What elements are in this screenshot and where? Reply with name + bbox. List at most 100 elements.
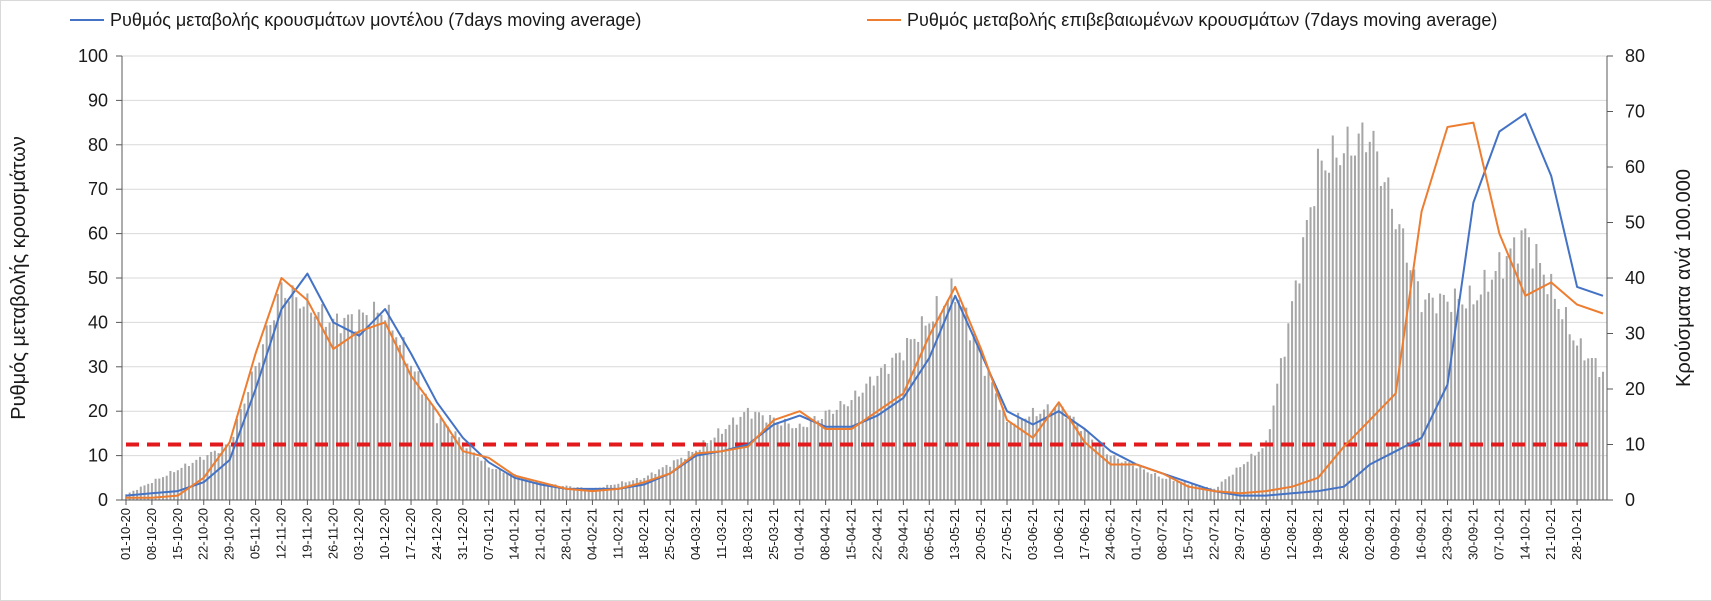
bar (1113, 455, 1116, 500)
bar (502, 472, 505, 500)
right-tick-label: 70 (1625, 102, 1645, 122)
bar (1054, 407, 1057, 500)
bar (757, 412, 761, 500)
bar (957, 299, 960, 500)
bar (746, 407, 749, 500)
bar (484, 460, 487, 500)
bar (1279, 358, 1282, 500)
bar (1513, 237, 1516, 500)
x-tick-label: 21-01-21 (533, 508, 548, 560)
x-tick-label: 15-07-21 (1180, 508, 1195, 560)
bar (1424, 299, 1427, 500)
left-tick-label: 100 (78, 46, 108, 66)
bar (1009, 422, 1012, 500)
bar (1231, 474, 1234, 500)
x-tick-label: 11-02-21 (610, 508, 625, 559)
bar (184, 463, 187, 500)
bar (1542, 274, 1545, 500)
bar (524, 477, 527, 500)
left-axis-title: Ρυθμός μεταβολής κρουσμάτων (8, 136, 30, 420)
bar (1202, 487, 1205, 500)
bar (1527, 237, 1530, 500)
bar (702, 440, 705, 500)
bar (206, 455, 209, 500)
bar (306, 293, 309, 500)
bar (1013, 423, 1016, 500)
bar (850, 400, 853, 500)
bar (643, 477, 646, 500)
bar (1224, 479, 1227, 500)
bar (447, 426, 450, 500)
bar (609, 484, 612, 500)
bar (302, 306, 305, 500)
bar (276, 293, 279, 500)
bar (628, 481, 631, 500)
bar (1142, 469, 1145, 500)
axes: 0 10 20 30 40 50 60 70 80 90 100 0 10 20 30 40 50 60 70 80 0… (8, 46, 1695, 560)
x-tick-label: 29-10-20 (222, 508, 237, 560)
bar (154, 478, 157, 500)
bar (843, 404, 846, 500)
bar (1376, 151, 1379, 500)
bar (1587, 358, 1590, 500)
bar (324, 326, 327, 500)
bar (857, 396, 860, 500)
right-tick-label: 20 (1625, 379, 1645, 399)
legend-label-confirmed: Ρυθμός μεταβολής επιβεβαιωμένων κρουσμάτ… (907, 10, 1497, 30)
bar (513, 474, 516, 500)
bar (735, 424, 738, 500)
bar (1357, 133, 1360, 500)
bar (1442, 294, 1445, 500)
bar (384, 320, 387, 500)
bar (732, 417, 735, 500)
bar (1080, 431, 1083, 500)
bar (806, 427, 809, 500)
line-series (125, 112, 1604, 499)
bar (680, 457, 683, 500)
x-tick-label: 19-08-21 (1310, 508, 1325, 560)
bar (724, 429, 727, 500)
bar (1331, 135, 1334, 500)
bar (406, 363, 409, 500)
bar (217, 453, 220, 500)
bar (580, 487, 583, 500)
bar (976, 343, 979, 500)
bar (935, 296, 938, 500)
x-tick-label: 03-12-20 (351, 508, 366, 560)
bar (635, 477, 638, 500)
x-tick-label: 05-08-21 (1258, 508, 1273, 560)
bar (791, 428, 794, 500)
x-tick-label: 20-05-21 (973, 508, 988, 560)
bar (1539, 262, 1542, 500)
left-tick-label: 0 (98, 490, 108, 510)
bar (576, 487, 579, 500)
x-tick-label: 09-09-21 (1388, 508, 1403, 560)
x-tick-label: 22-10-20 (196, 508, 211, 560)
bar (572, 487, 575, 500)
bar (750, 418, 753, 500)
bar (1228, 476, 1231, 500)
bar (1179, 481, 1183, 500)
bar (817, 420, 820, 500)
bar (769, 414, 772, 500)
bar (1120, 462, 1123, 500)
bar (954, 301, 957, 500)
bar (1298, 283, 1301, 500)
bar (1313, 206, 1316, 500)
bar (1161, 478, 1164, 500)
bar (1076, 423, 1079, 500)
bar (1335, 157, 1338, 501)
bar (961, 306, 964, 500)
bar (780, 425, 783, 500)
bar (487, 467, 490, 500)
bar (1031, 407, 1034, 500)
x-tick-label: 12-08-21 (1284, 508, 1299, 560)
bar (950, 278, 953, 500)
x-tick-label: 22-07-21 (1206, 508, 1221, 560)
bar (450, 436, 453, 500)
x-tick-label: 02-09-21 (1362, 508, 1377, 560)
x-tick-label: 11-03-21 (714, 508, 729, 559)
bar (1028, 416, 1031, 500)
x-tick-label: 25-03-21 (766, 508, 781, 560)
left-tick-label: 30 (88, 357, 108, 377)
